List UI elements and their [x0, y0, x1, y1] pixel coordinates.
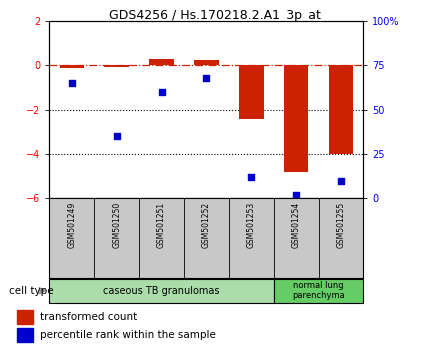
Bar — [239, 65, 264, 119]
Text: caseous TB granulomas: caseous TB granulomas — [103, 286, 220, 296]
Text: percentile rank within the sample: percentile rank within the sample — [40, 330, 215, 340]
Bar — [149, 59, 174, 65]
Bar — [17, 310, 34, 324]
Point — [248, 174, 255, 180]
Text: GSM501253: GSM501253 — [247, 202, 256, 249]
Point — [113, 133, 120, 139]
Text: GSM501251: GSM501251 — [157, 202, 166, 249]
Point — [203, 75, 210, 81]
Bar — [284, 65, 308, 172]
Point — [68, 80, 75, 86]
Text: GSM501254: GSM501254 — [292, 202, 301, 249]
Text: GSM501252: GSM501252 — [202, 202, 211, 249]
Bar — [59, 65, 84, 68]
Point — [293, 192, 300, 198]
Text: GSM501249: GSM501249 — [68, 202, 77, 249]
Text: GDS4256 / Hs.170218.2.A1_3p_at: GDS4256 / Hs.170218.2.A1_3p_at — [109, 9, 321, 22]
Bar — [104, 65, 129, 67]
Point — [158, 89, 165, 95]
Bar — [194, 60, 219, 65]
Text: GSM501255: GSM501255 — [336, 202, 345, 249]
Text: cell type: cell type — [9, 286, 53, 296]
Text: transformed count: transformed count — [40, 312, 137, 322]
Bar — [329, 65, 353, 154]
Bar — [49, 279, 273, 303]
Bar — [273, 279, 363, 303]
Bar — [17, 328, 34, 342]
Text: normal lung
parenchyma: normal lung parenchyma — [292, 281, 345, 300]
Point — [338, 178, 344, 183]
Text: GSM501250: GSM501250 — [112, 202, 121, 249]
